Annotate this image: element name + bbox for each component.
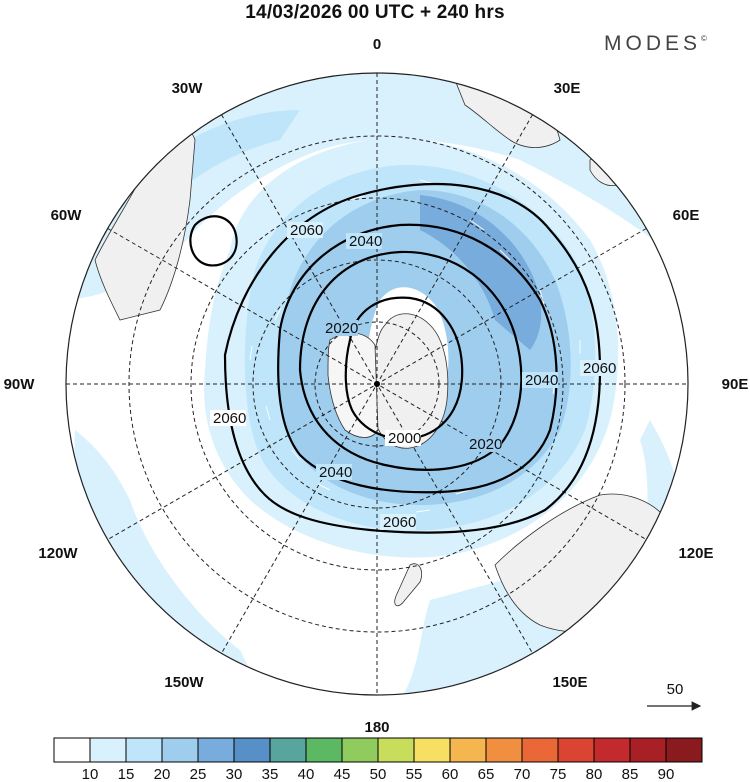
contour-label: 2060 (583, 360, 616, 377)
colorbar-tick-label: 35 (262, 766, 279, 782)
colorbar-swatch (197, 737, 235, 763)
contour-label-bg (385, 430, 421, 446)
colorbar-swatch (665, 737, 703, 763)
map-disc (66, 73, 688, 695)
contour-label: 2060 (290, 222, 323, 239)
colorbar-tick-label: 30 (226, 766, 243, 782)
contour-2060 (223, 182, 602, 534)
colorbar-tick-label: 85 (622, 766, 639, 782)
contour-label-bg (346, 233, 382, 249)
colorbar-swatch (269, 737, 307, 763)
contour-label: 2020 (469, 436, 502, 453)
colorbar-swatch (305, 737, 343, 763)
colorbar-tick-label: 50 (370, 766, 387, 782)
contour-label: 2060 (383, 514, 416, 531)
colorbar-swatch (557, 737, 595, 763)
shade-jet-core (420, 195, 542, 350)
land-new-zealand (394, 563, 423, 607)
colorbar-tick-label: 65 (478, 766, 495, 782)
shade-outer-west (74, 430, 260, 690)
contour-label-bg (466, 436, 502, 452)
map-border (65, 72, 689, 696)
contour-label-bg (580, 360, 616, 376)
contour-label-bg (287, 222, 323, 238)
contour-label: 2040 (525, 372, 558, 389)
meridian-label-180: 180 (364, 719, 389, 736)
contour-label: 2020 (325, 320, 358, 337)
colorbar-swatch (233, 737, 271, 763)
colorbar-swatch (161, 737, 199, 763)
colorbar-tick-label: 70 (514, 766, 531, 782)
colorbar-swatch (629, 737, 667, 763)
land-antarctic-peninsula (327, 332, 379, 438)
contour-closed-low-west (189, 215, 238, 267)
meridian-label-120w: 120W (38, 545, 78, 562)
meridian-labels: 0 30E 60E 90E 120E 150E 180 150W 120W 90… (4, 36, 749, 736)
contour-2000 (344, 296, 464, 440)
colorbar-tick-label: 25 (190, 766, 207, 782)
meridian-label-120e: 120E (678, 545, 713, 562)
contour-label-bg (210, 410, 246, 426)
colorbar-tick-label: 45 (334, 766, 351, 782)
colorbar-swatch (449, 737, 487, 763)
colorbar-swatch (377, 737, 415, 763)
contour-label-group: 2060 2040 2020 2000 2020 2040 2060 2040 … (210, 222, 616, 531)
contour-2040 (277, 223, 558, 494)
colorbar-tick-label: 55 (406, 766, 423, 782)
colorbar-tick-label: 75 (550, 766, 567, 782)
colorbar-tick-label: 20 (154, 766, 171, 782)
contour-label-bg (316, 464, 352, 480)
wind-reference: 50 (647, 681, 702, 711)
contour-label: 2000 (388, 430, 421, 447)
colorbar-swatch (485, 737, 523, 763)
contour-label-bg (322, 320, 358, 336)
colorbar-swatch (521, 737, 559, 763)
contour-label: 2060 (213, 410, 246, 427)
meridian-label-30w: 30W (172, 80, 204, 97)
colorbar: 10 15 20 25 30 35 40 45 50 55 60 65 70 75 80 85 90 (53, 737, 703, 782)
land-south-america (94, 125, 196, 321)
meridian-label-0: 0 (373, 36, 381, 53)
contour-label: 2040 (349, 233, 382, 250)
contour-2020 (298, 250, 523, 471)
contour-label-bg (522, 372, 558, 388)
map-title: 14/03/2026 00 UTC + 240 hrs (245, 2, 505, 23)
wind-reference-label: 50 (667, 681, 684, 698)
meridian-label-90e: 90E (722, 376, 749, 393)
colorbar-tick-label: 10 (82, 766, 99, 782)
meridian-label-30e: 30E (554, 80, 581, 97)
colorbar-swatch (593, 737, 631, 763)
brand-name: MODES (604, 32, 702, 55)
meridian-label-150w: 150W (164, 674, 204, 691)
meridian-label-150e: 150E (552, 674, 587, 691)
colorbar-tick-label: 80 (586, 766, 603, 782)
contour-label-bg (380, 514, 416, 530)
colorbar-swatch (341, 737, 379, 763)
meridian-label-90w: 90W (4, 376, 36, 393)
landmasses (94, 77, 671, 633)
brand-mark: © (701, 34, 707, 43)
meridian-label-60e: 60E (673, 207, 700, 224)
colorbar-tick-label: 40 (298, 766, 315, 782)
south-pole-marker (374, 381, 380, 387)
colorbar-swatch (53, 737, 91, 763)
contour-label: 2040 (319, 464, 352, 481)
meridian-label-60w: 60W (51, 207, 83, 224)
brand-logo: MODES© (604, 32, 707, 56)
colorbar-swatch (413, 737, 451, 763)
colorbar-tick-label: 15 (118, 766, 135, 782)
height-contours (189, 182, 602, 534)
colorbar-swatch (89, 737, 127, 763)
colorbar-tick-label: 90 (658, 766, 675, 782)
colorbar-tick-label: 60 (442, 766, 459, 782)
colorbar-swatch (125, 737, 163, 763)
